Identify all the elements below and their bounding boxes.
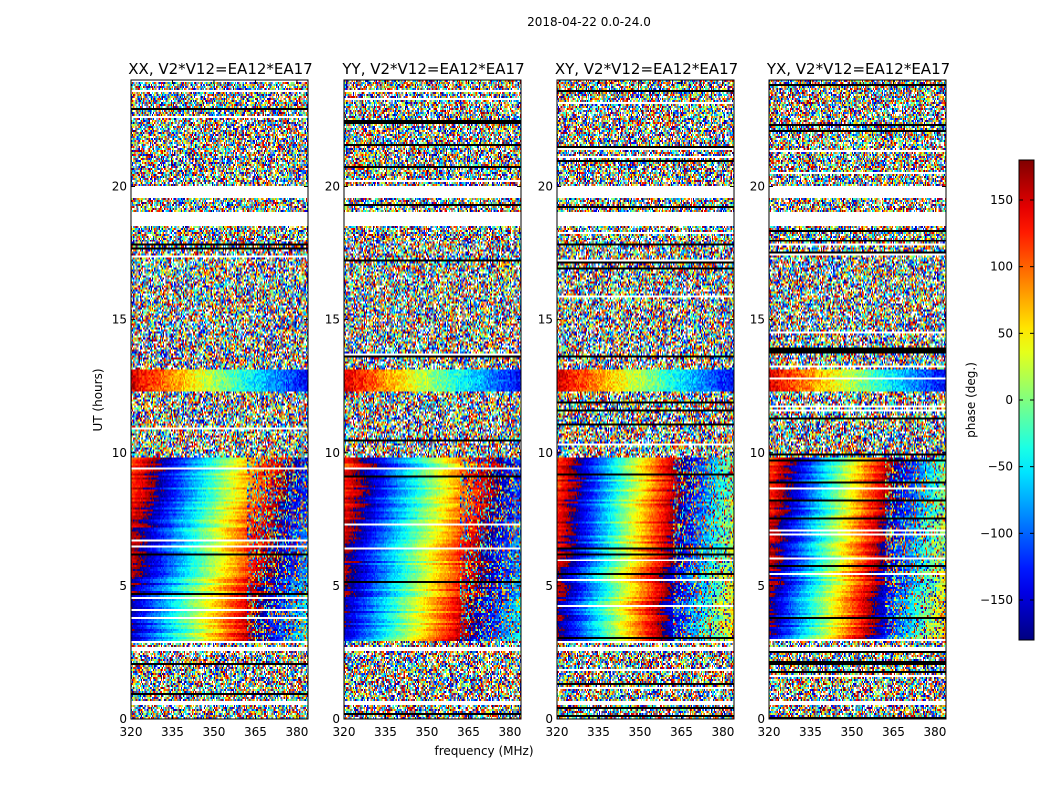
panel-title: YX, V2*V12=EA12*EA17: [766, 60, 950, 78]
phase-heatmap-image: [557, 80, 734, 719]
x-tick-label: 365: [670, 725, 693, 739]
colorbar-tick-label: −100: [980, 526, 1013, 540]
panel-frame: [343, 79, 522, 720]
y-axis-label: UT (hours): [91, 368, 105, 431]
colorbar-label: phase (deg.): [964, 362, 978, 438]
x-tick-label: 380: [711, 725, 734, 739]
y-tick-label: 20: [325, 180, 340, 194]
y-tick-label: 5: [757, 579, 765, 593]
y-tick-label: 0: [119, 712, 127, 726]
y-tick-label: 15: [750, 313, 765, 327]
x-tick-label: 320: [333, 725, 356, 739]
x-tick-label: 335: [161, 725, 184, 739]
y-tick-label: 20: [750, 180, 765, 194]
panel-frame: [556, 79, 735, 720]
panel-yx: YX, V2*V12=EA12*EA17 0 5 10 15 20 320 335 350 365…: [750, 60, 950, 739]
panels-group: XX, V2*V12=EA12*EA17 0 5 10 15 20 320 335 350 365…: [112, 60, 950, 739]
panel-title: YY, V2*V12=EA12*EA17: [341, 60, 524, 78]
y-tick-label: 20: [112, 180, 127, 194]
x-tick-label: 320: [546, 725, 569, 739]
x-tick-label: 335: [374, 725, 397, 739]
y-tick-label: 5: [119, 579, 127, 593]
colorbar: 150 100 50 0 −50 −100 −150 phase (deg.): [964, 159, 1035, 641]
y-tick-label: 10: [750, 446, 765, 460]
colorbar-tick-label: 50: [998, 326, 1013, 340]
y-tick-label: 15: [538, 313, 553, 327]
x-axis-label: frequency (MHz): [434, 744, 533, 758]
phase-heatmap-image: [344, 80, 521, 719]
panel-title: XX, V2*V12=EA12*EA17: [128, 60, 312, 78]
x-tick-label: 335: [587, 725, 610, 739]
panel-yy: YY, V2*V12=EA12*EA17 0 5 10 15 20 320 335 350 365…: [325, 60, 525, 739]
y-tick-label: 0: [757, 712, 765, 726]
x-tick-label: 320: [758, 725, 781, 739]
colorbar-tick-label: 150: [990, 193, 1013, 207]
x-tick-label: 350: [841, 725, 864, 739]
y-tick-label: 10: [325, 446, 340, 460]
panel-frame: [768, 79, 947, 720]
x-tick-label: 365: [457, 725, 480, 739]
phase-heatmap-image: [769, 80, 946, 719]
y-tick-label: 10: [112, 446, 127, 460]
panel-frame: [130, 79, 309, 720]
y-tick-label: 0: [545, 712, 553, 726]
x-tick-label: 365: [882, 725, 905, 739]
panel-xy: XY, V2*V12=EA12*EA17 0 5 10 15 20 320 335 350 365…: [538, 60, 738, 739]
panel-title: XY, V2*V12=EA12*EA17: [555, 60, 738, 78]
y-tick-label: 0: [332, 712, 340, 726]
x-tick-label: 380: [923, 725, 946, 739]
x-tick-label: 350: [629, 725, 652, 739]
y-tick-label: 20: [538, 180, 553, 194]
y-tick-label: 10: [538, 446, 553, 460]
phase-heatmap-image: [131, 80, 308, 719]
colorbar-tick-label: 0: [1005, 393, 1013, 407]
y-tick-label: 15: [325, 313, 340, 327]
panel-xx: XX, V2*V12=EA12*EA17 0 5 10 15 20 320 335 350 365…: [112, 60, 313, 739]
colorbar-tick-label: 100: [990, 260, 1013, 274]
colorbar-tick-label: −150: [980, 593, 1013, 607]
x-tick-label: 320: [120, 725, 143, 739]
x-tick-label: 350: [203, 725, 226, 739]
x-tick-label: 350: [416, 725, 439, 739]
x-tick-label: 380: [285, 725, 308, 739]
y-tick-label: 15: [112, 313, 127, 327]
x-tick-label: 365: [244, 725, 267, 739]
x-tick-label: 380: [498, 725, 521, 739]
x-tick-label: 335: [799, 725, 822, 739]
figure-title: 2018-04-22 0.0-24.0: [527, 15, 651, 29]
y-tick-label: 5: [545, 579, 553, 593]
y-tick-label: 5: [332, 579, 340, 593]
colorbar-tick-label: −50: [988, 460, 1013, 474]
